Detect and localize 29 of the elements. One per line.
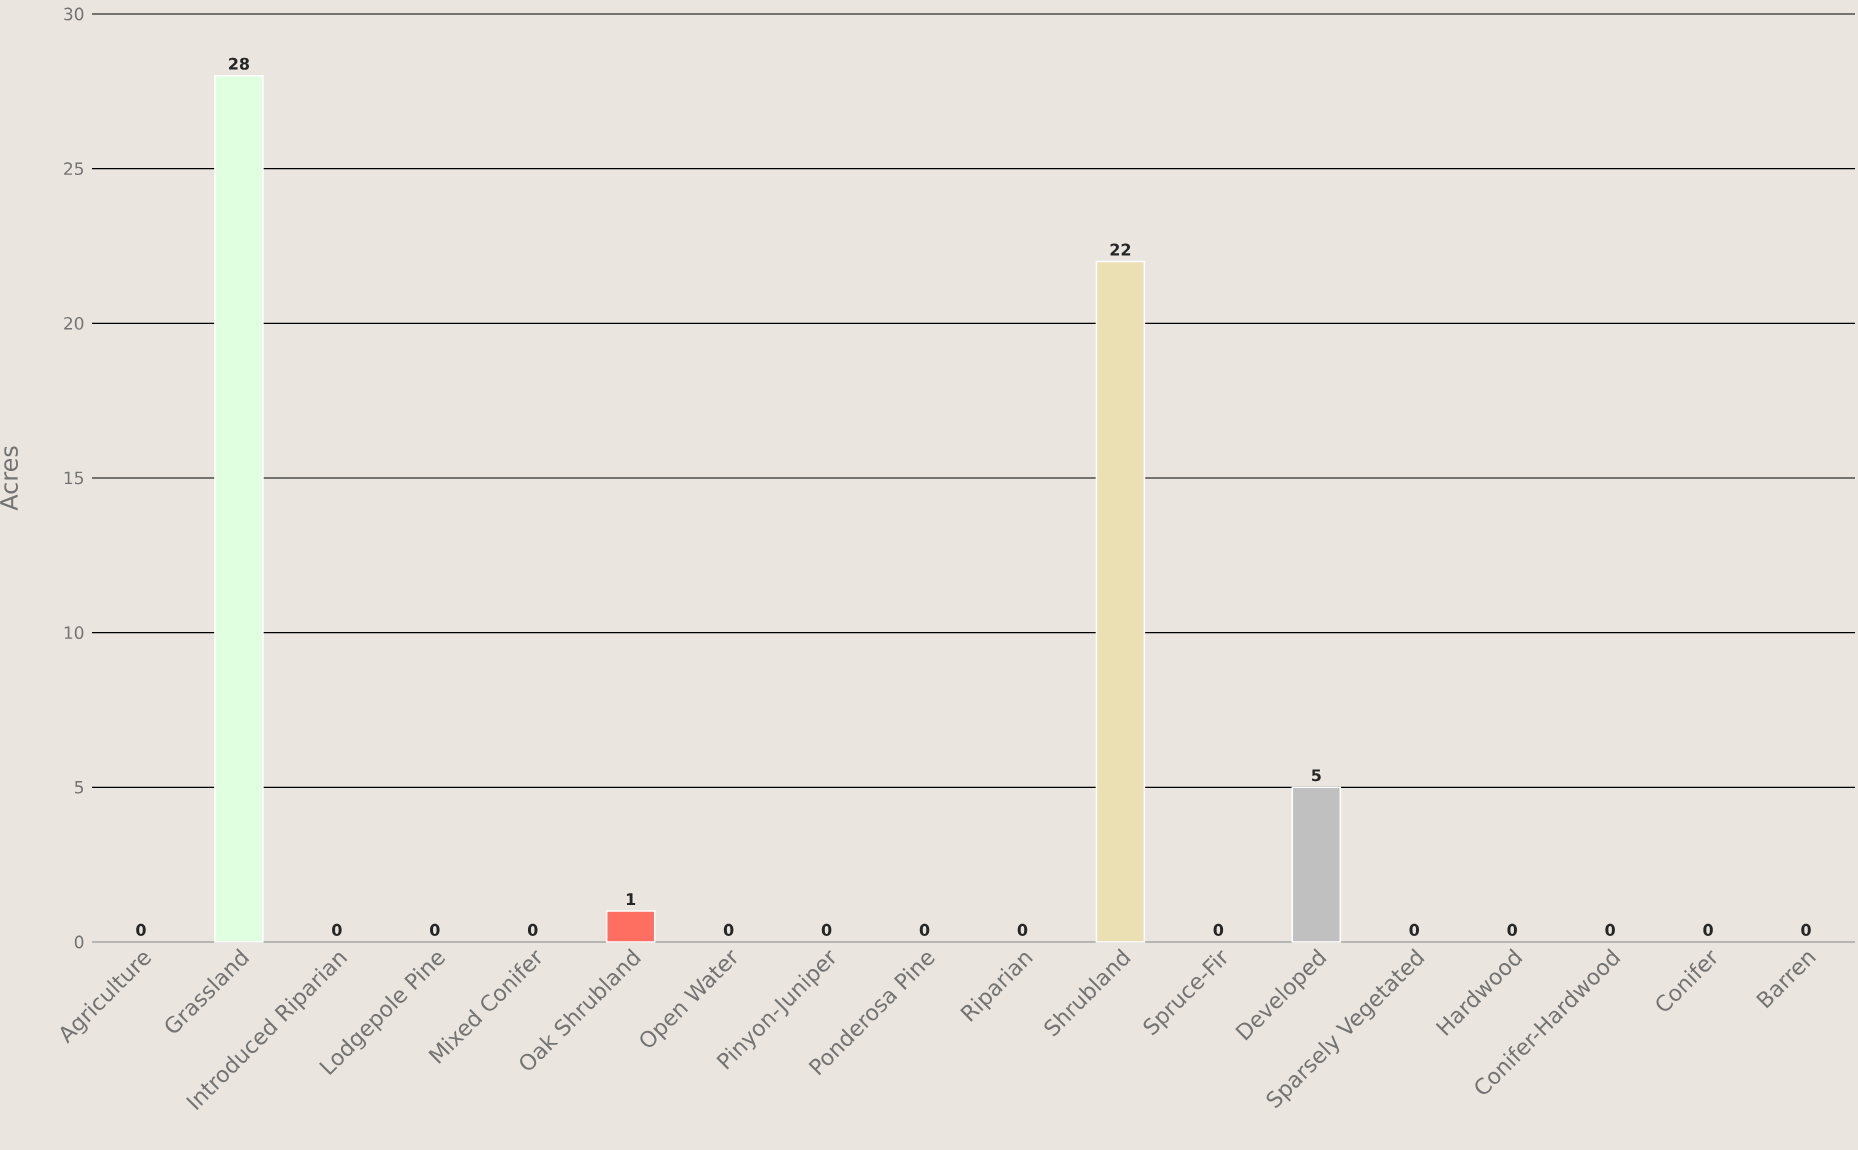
data-label: 0 xyxy=(332,923,342,936)
y-tick-label: 0 xyxy=(74,935,84,949)
y-tick-label: 15 xyxy=(64,471,83,485)
bar xyxy=(1095,260,1146,943)
data-label: 0 xyxy=(136,923,146,936)
data-label: 0 xyxy=(1507,923,1517,936)
data-label: 0 xyxy=(430,923,440,936)
data-label: 0 xyxy=(1409,923,1420,936)
data-label: 0 xyxy=(1213,923,1224,936)
data-label: 0 xyxy=(1703,923,1713,936)
data-label: 28 xyxy=(229,57,250,70)
bar xyxy=(214,75,264,943)
data-label: 0 xyxy=(1605,923,1615,936)
data-label: 0 xyxy=(821,923,832,936)
bar xyxy=(605,910,656,943)
y-tick-label: 5 xyxy=(75,781,83,794)
data-label: 1 xyxy=(626,893,636,905)
data-label: 0 xyxy=(527,923,538,936)
y-tick-label: 30 xyxy=(64,7,84,21)
y-tick-label: 10 xyxy=(64,626,84,640)
y-axis-title: Acres xyxy=(0,446,18,511)
data-label: 0 xyxy=(1801,923,1811,936)
data-label: 0 xyxy=(919,923,930,936)
data-label: 5 xyxy=(1312,769,1321,782)
data-label: 22 xyxy=(1110,243,1131,256)
y-tick-label: 25 xyxy=(64,162,83,176)
y-tick-label: 20 xyxy=(64,316,84,330)
data-label: 0 xyxy=(723,923,734,936)
data-label: 0 xyxy=(1017,923,1028,936)
